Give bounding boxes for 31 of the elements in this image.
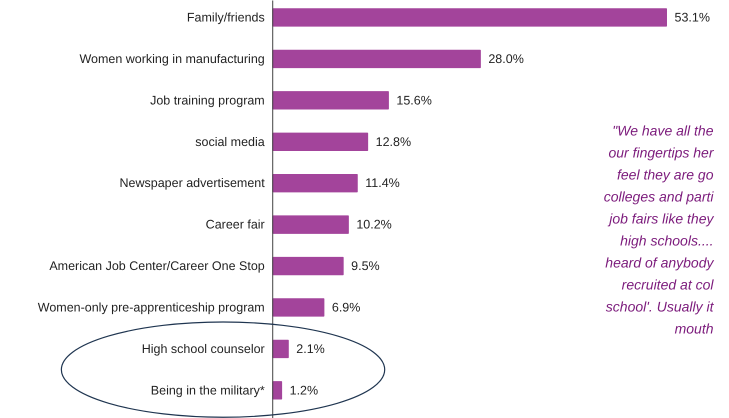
- y-tick-label: Job training program: [150, 93, 265, 108]
- data-label: 10.2%: [356, 218, 392, 232]
- data-label: 53.1%: [674, 10, 710, 24]
- bar: [272, 174, 358, 192]
- bar: [272, 298, 324, 317]
- data-label: 1.2%: [290, 383, 318, 398]
- y-tick-label: Being in the military*: [150, 383, 265, 398]
- bar: [272, 381, 282, 400]
- data-label: 28.0%: [488, 52, 524, 66]
- data-label: 6.9%: [332, 300, 360, 314]
- y-tick-label: social media: [195, 134, 265, 149]
- bar: [272, 132, 368, 151]
- data-label: 12.8%: [376, 134, 412, 149]
- y-tick-label: American Job Center/Career One Stop: [49, 259, 265, 274]
- bar: [272, 91, 389, 110]
- y-tick-label: Newspaper advertisement: [120, 176, 266, 190]
- y-tick-label: Women-only pre-apprenticeship program: [38, 300, 265, 314]
- bar: [272, 340, 289, 358]
- y-tick-label: Career fair: [206, 218, 265, 232]
- data-label: 11.4%: [365, 176, 400, 190]
- text: "We have all the our fingertips her feel they are go colleges and parti job fairs like they high schools.... heard of anybody recruited at col school'. Usually it mouth: [604, 122, 714, 336]
- data-label: 15.6%: [396, 93, 432, 108]
- bar: [272, 215, 349, 234]
- y-tick-label: Family/friends: [186, 10, 265, 24]
- bar: [272, 50, 481, 68]
- y-tick-label: High school counselor: [142, 342, 265, 356]
- bar: [272, 256, 344, 276]
- data-label: 9.5%: [351, 259, 380, 274]
- bar: [272, 8, 667, 27]
- y-tick-label: Women working in manufacturing: [79, 52, 265, 66]
- data-label: 2.1%: [296, 342, 325, 356]
